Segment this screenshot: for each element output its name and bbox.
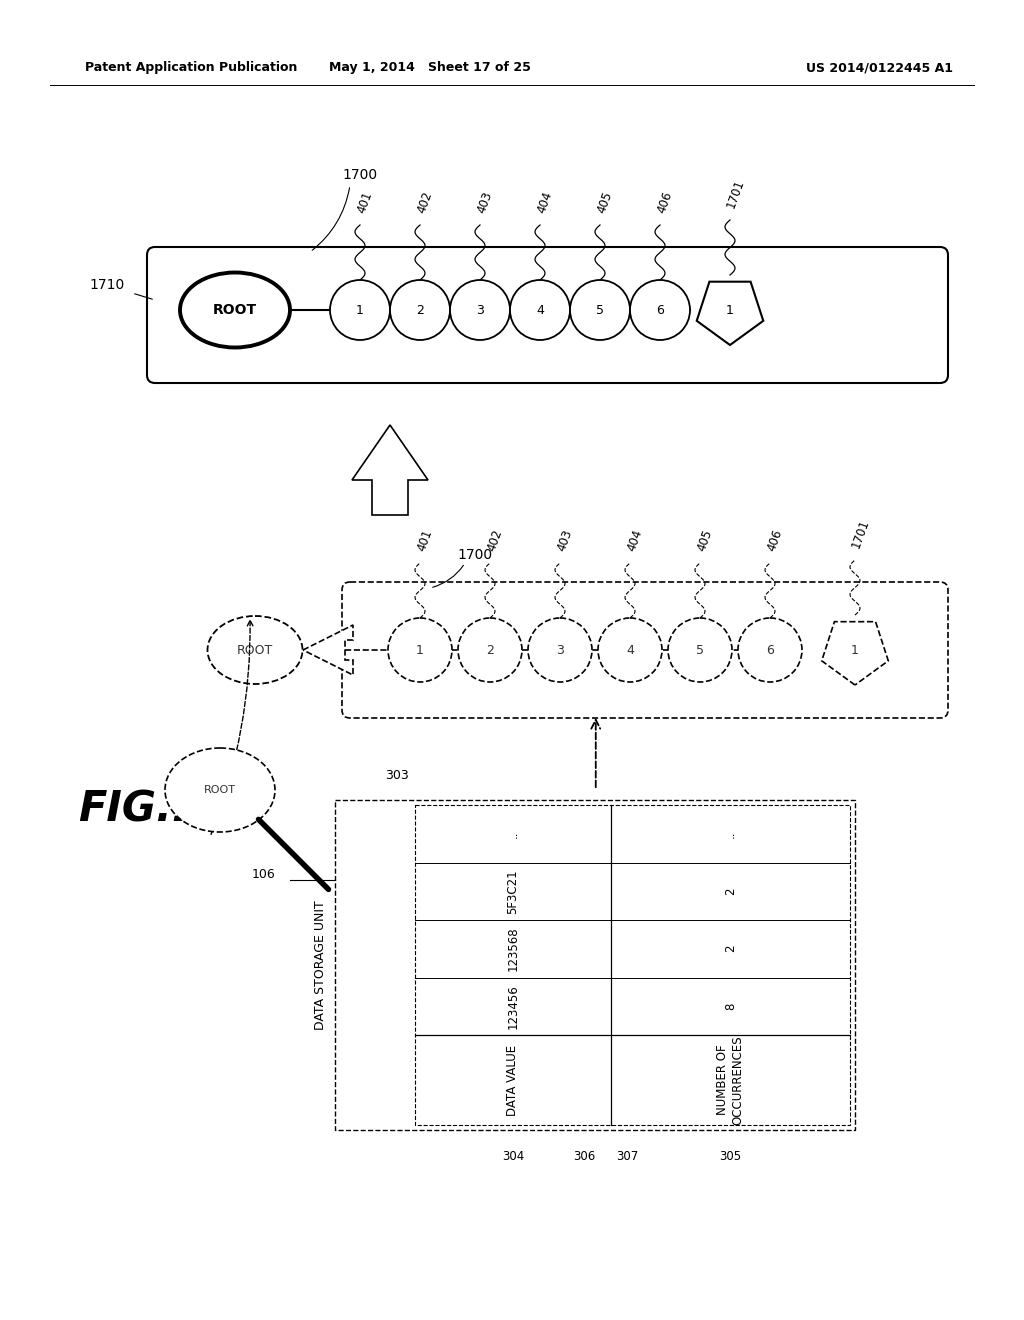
Bar	[415, 805, 850, 1125]
Circle shape	[510, 280, 570, 341]
Text: 5: 5	[596, 304, 604, 317]
Text: NUMBER OF
OCCURRENCES: NUMBER OF OCCURRENCES	[717, 1035, 744, 1125]
Text: 106: 106	[251, 869, 275, 882]
Text: ROOT: ROOT	[237, 644, 273, 656]
Text: 1: 1	[416, 644, 424, 656]
Text: ROOT: ROOT	[204, 785, 236, 795]
Text: ..: ..	[507, 830, 519, 837]
Text: 2: 2	[416, 304, 424, 317]
Polygon shape	[303, 624, 353, 675]
Text: 5F3C21: 5F3C21	[507, 869, 519, 913]
Text: 8: 8	[724, 1003, 737, 1010]
Polygon shape	[696, 281, 763, 345]
Text: 2: 2	[724, 887, 737, 895]
Bar	[335, 800, 855, 1130]
Text: 1701: 1701	[724, 177, 746, 210]
Text: 1710: 1710	[90, 279, 125, 292]
Circle shape	[388, 618, 452, 682]
Text: 2: 2	[724, 945, 737, 953]
Text: 6: 6	[766, 644, 774, 656]
Text: 403: 403	[555, 528, 574, 553]
Circle shape	[668, 618, 732, 682]
Text: 401: 401	[415, 528, 435, 553]
Text: 1700: 1700	[342, 168, 378, 182]
Text: 4: 4	[536, 304, 544, 317]
Text: DATA VALUE: DATA VALUE	[507, 1044, 519, 1115]
Circle shape	[458, 618, 522, 682]
Text: 403: 403	[475, 190, 495, 215]
Text: Patent Application Publication: Patent Application Publication	[85, 62, 297, 74]
Text: 3: 3	[556, 644, 564, 656]
Circle shape	[450, 280, 510, 341]
Text: ROOT: ROOT	[213, 304, 257, 317]
Text: 307: 307	[615, 1150, 638, 1163]
Text: 305: 305	[719, 1150, 741, 1163]
Circle shape	[390, 280, 450, 341]
Text: 401: 401	[355, 190, 375, 215]
Text: May 1, 2014   Sheet 17 of 25: May 1, 2014 Sheet 17 of 25	[329, 62, 530, 74]
Circle shape	[330, 280, 390, 341]
Polygon shape	[352, 425, 428, 515]
Ellipse shape	[180, 272, 290, 347]
Text: 1700: 1700	[458, 548, 493, 562]
Text: 304: 304	[502, 1150, 524, 1163]
Text: 402: 402	[415, 190, 435, 215]
Text: DATA STORAGE UNIT: DATA STORAGE UNIT	[314, 900, 327, 1030]
Text: 1: 1	[726, 304, 734, 317]
Circle shape	[570, 280, 630, 341]
Text: FIG.17: FIG.17	[78, 789, 229, 832]
Circle shape	[598, 618, 662, 682]
Polygon shape	[821, 622, 888, 685]
Text: 406: 406	[765, 528, 785, 553]
Text: 123568: 123568	[507, 927, 519, 972]
Text: 4: 4	[626, 644, 634, 656]
Text: 1701: 1701	[849, 517, 871, 550]
Text: 405: 405	[695, 528, 715, 553]
Ellipse shape	[165, 748, 275, 832]
Text: US 2014/0122445 A1: US 2014/0122445 A1	[807, 62, 953, 74]
Circle shape	[528, 618, 592, 682]
Text: 1: 1	[851, 644, 859, 656]
Text: 3: 3	[476, 304, 484, 317]
Text: 5: 5	[696, 644, 705, 656]
Circle shape	[630, 280, 690, 341]
Text: 402: 402	[485, 528, 505, 553]
Text: ..: ..	[724, 830, 737, 837]
Text: 6: 6	[656, 304, 664, 317]
Text: 123456: 123456	[507, 983, 519, 1028]
Text: 303: 303	[385, 770, 409, 781]
Ellipse shape	[208, 616, 302, 684]
Text: 406: 406	[655, 190, 675, 215]
Text: 306: 306	[573, 1150, 596, 1163]
Text: 404: 404	[625, 528, 645, 553]
Text: 1: 1	[356, 304, 364, 317]
Circle shape	[738, 618, 802, 682]
Text: 404: 404	[536, 190, 555, 215]
Text: 405: 405	[595, 190, 615, 215]
Text: 2: 2	[486, 644, 494, 656]
